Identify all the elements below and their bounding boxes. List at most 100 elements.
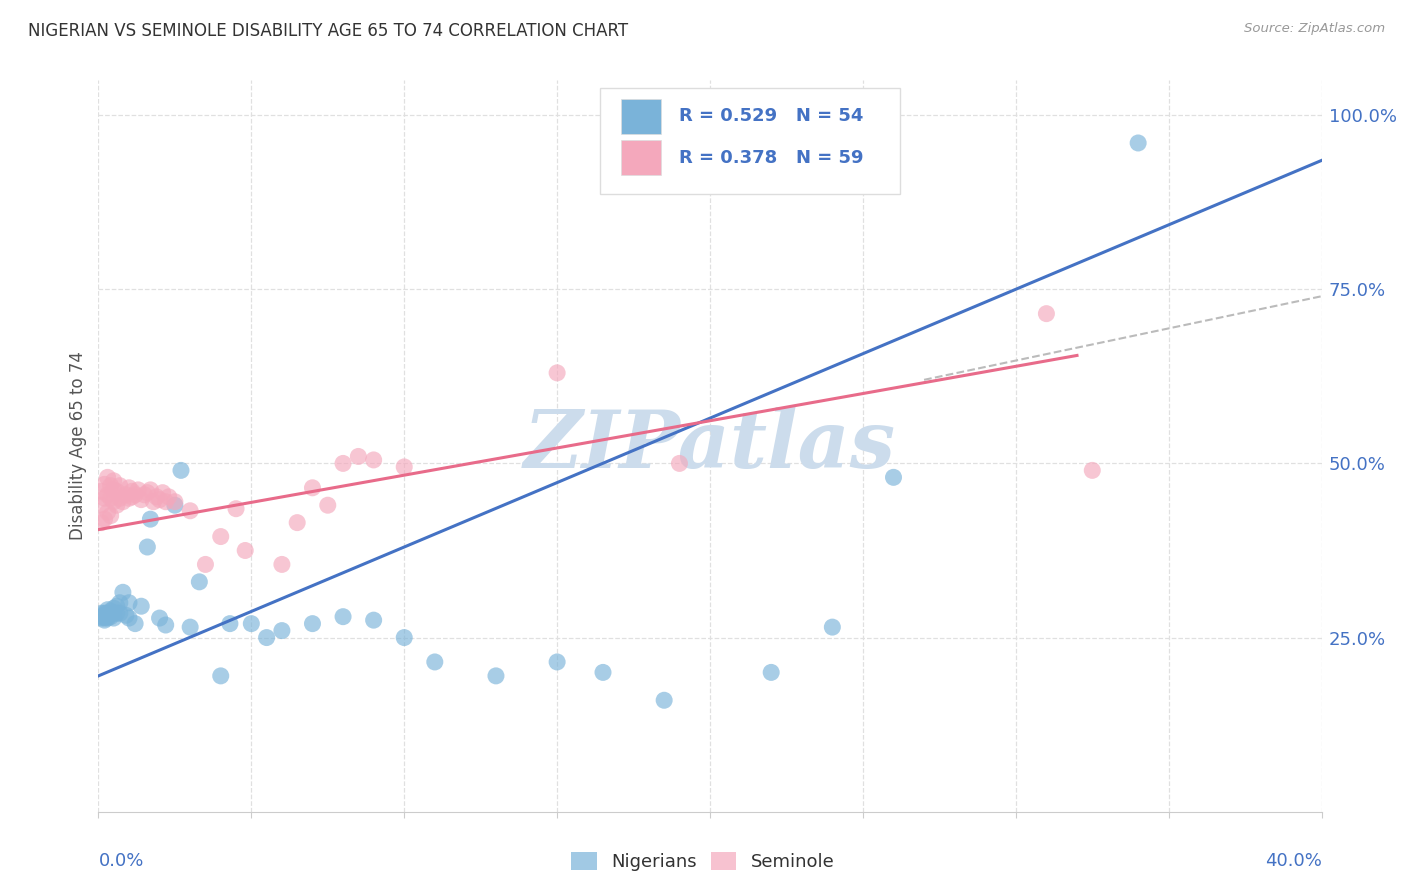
Point [301,481,323,495]
Point [93,611,115,625]
Point [139,483,162,497]
Point [105,484,128,499]
Point [149,492,172,507]
Point [285,516,308,530]
Text: 0.0%: 0.0% [98,852,143,870]
Point [668,457,690,471]
FancyBboxPatch shape [620,99,661,134]
Point [188,574,211,589]
Point [111,494,134,508]
Point [546,366,568,380]
Point [149,611,172,625]
Point [225,501,247,516]
Text: NIGERIAN VS SEMINOLE DISABILITY AGE 65 TO 74 CORRELATION CHART: NIGERIAN VS SEMINOLE DISABILITY AGE 65 T… [28,22,628,40]
Point [90,498,112,512]
Point [134,488,156,502]
Point [157,490,180,504]
Point [97,609,120,624]
Point [90,516,112,530]
Point [103,483,125,497]
Point [118,611,141,625]
Point [759,665,782,680]
Point [301,616,323,631]
Point [100,508,122,523]
Point [108,596,131,610]
Point [546,655,568,669]
Point [136,485,159,500]
Point [111,585,134,599]
Point [179,504,201,518]
Point [100,479,122,493]
Text: Source: ZipAtlas.com: Source: ZipAtlas.com [1244,22,1385,36]
Point [219,616,242,631]
Text: ZIPatlas: ZIPatlas [524,408,896,484]
Point [118,481,141,495]
Point [100,491,122,506]
Point [121,490,143,504]
Point [1128,136,1150,150]
Point [270,624,292,638]
Point [1081,463,1104,477]
Text: R = 0.378   N = 59: R = 0.378 N = 59 [679,149,863,167]
Point [115,608,138,623]
Point [1035,307,1057,321]
Point [256,631,278,645]
Point [93,606,115,620]
Point [194,558,217,572]
Point [93,512,115,526]
Point [124,488,146,502]
Point [152,485,174,500]
Point [108,606,131,620]
Point [883,470,905,484]
Point [97,611,120,625]
Point [121,484,143,499]
Point [332,609,354,624]
Point [100,609,122,624]
Point [363,613,385,627]
Point [108,491,131,506]
Point [129,492,152,507]
Point [240,616,263,631]
Point [105,606,128,620]
Point [97,488,120,502]
Point [105,599,128,614]
Point [316,498,339,512]
Point [233,543,256,558]
Point [105,498,128,512]
Point [93,477,115,491]
Point [139,512,162,526]
Point [90,611,112,625]
Point [392,631,416,645]
Point [103,601,125,615]
Point [93,608,115,623]
Point [127,483,149,497]
Point [155,494,177,508]
Point [209,530,232,544]
Point [136,540,159,554]
Point [392,459,416,474]
Point [163,494,186,508]
Point [97,470,120,484]
Point [179,620,201,634]
Point [155,618,177,632]
Point [118,596,141,610]
Point [423,655,446,669]
Point [270,558,292,572]
Point [100,604,122,618]
FancyBboxPatch shape [600,87,900,194]
Point [108,479,131,493]
Point [97,606,120,620]
Point [90,484,112,499]
Legend: Nigerians, Seminole: Nigerians, Seminole [564,846,842,879]
Point [103,474,125,488]
Point [103,494,125,508]
FancyBboxPatch shape [620,140,661,176]
Point [652,693,675,707]
Point [115,488,138,502]
Point [209,669,232,683]
Point [97,603,120,617]
Point [103,611,125,625]
Point [163,498,186,512]
Point [93,491,115,506]
Text: R = 0.529   N = 54: R = 0.529 N = 54 [679,107,863,125]
